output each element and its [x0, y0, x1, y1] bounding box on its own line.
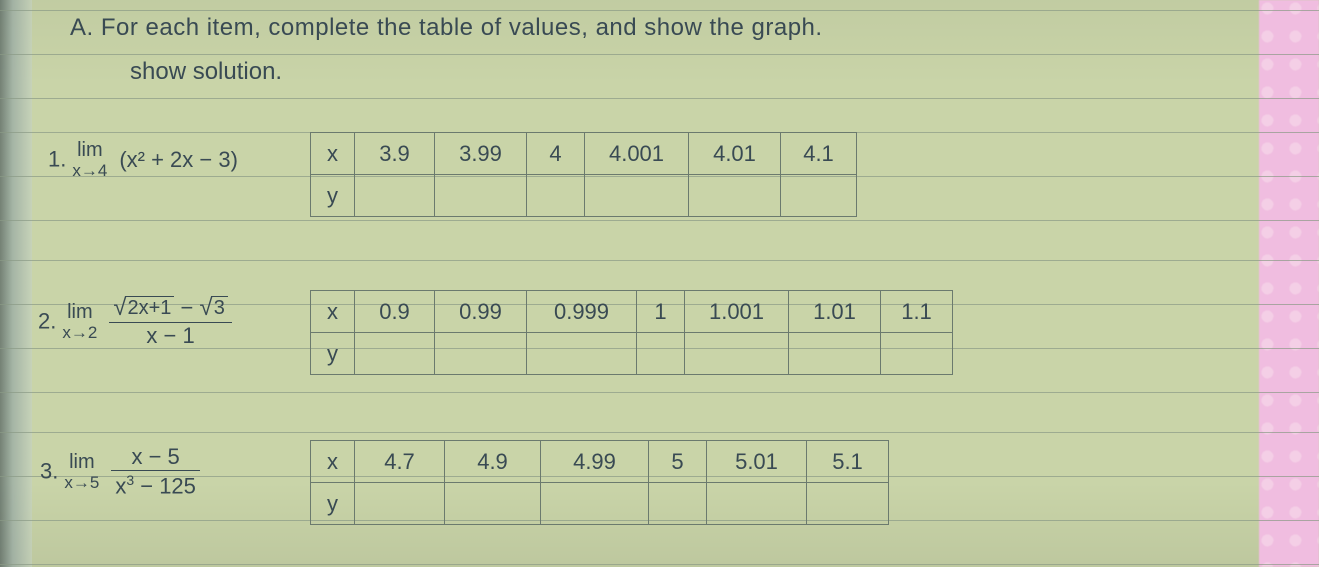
- table-cell: 4: [527, 133, 585, 175]
- table-cell: 0.99: [435, 291, 527, 333]
- table-row: y: [311, 175, 857, 217]
- table-cell: 5.1: [807, 441, 889, 483]
- limit-notation: limx→5: [64, 452, 99, 491]
- row-label-x: x: [311, 441, 355, 483]
- table-row: y: [311, 333, 953, 375]
- table-row: x4.74.94.9955.015.1: [311, 441, 889, 483]
- rule-line: [0, 10, 1319, 11]
- table-cell: [435, 333, 527, 375]
- table-cell: [355, 175, 435, 217]
- values-table: x0.90.990.99911.0011.011.1y: [310, 290, 953, 375]
- rule-line: [0, 392, 1319, 393]
- table-cell: 3.9: [355, 133, 435, 175]
- problem-index: 1.: [48, 147, 66, 172]
- table-cell: 1.1: [881, 291, 953, 333]
- table-cell: [807, 483, 889, 525]
- rule-line: [0, 432, 1319, 433]
- table-cell: [435, 175, 527, 217]
- limit-notation: limx→4: [72, 140, 107, 179]
- table-cell: 1.01: [789, 291, 881, 333]
- table-cell: 4.1: [781, 133, 857, 175]
- instruction-line-2: show solution.: [130, 58, 282, 86]
- table-row: x3.93.9944.0014.014.1: [311, 133, 857, 175]
- table-cell: 5: [649, 441, 707, 483]
- problem-label: 3.limx→5x − 5x3 − 125: [40, 446, 200, 497]
- problem-index: 2.: [38, 309, 56, 334]
- table-cell: 1: [637, 291, 685, 333]
- row-label-y: y: [311, 175, 355, 217]
- table-cell: [649, 483, 707, 525]
- table-cell: 3.99: [435, 133, 527, 175]
- table-cell: [689, 175, 781, 217]
- table-cell: [527, 333, 637, 375]
- row-label-y: y: [311, 333, 355, 375]
- problem-index: 3.: [40, 459, 58, 484]
- table-cell: 4.001: [585, 133, 689, 175]
- table-cell: 4.01: [689, 133, 781, 175]
- rule-line: [0, 564, 1319, 565]
- rule-line: [0, 54, 1319, 55]
- values-table: x4.74.94.9955.015.1y: [310, 440, 889, 525]
- rule-line: [0, 98, 1319, 99]
- table-cell: 1.001: [685, 291, 789, 333]
- table-cell: 0.9: [355, 291, 435, 333]
- table-cell: [789, 333, 881, 375]
- table-cell: [707, 483, 807, 525]
- table-cell: 5.01: [707, 441, 807, 483]
- problem-label: 1.limx→4(x² + 2x − 3): [48, 140, 238, 179]
- table-cell: [881, 333, 953, 375]
- values-table: x3.93.9944.0014.014.1y: [310, 132, 857, 217]
- table-cell: 0.999: [527, 291, 637, 333]
- rule-line: [0, 220, 1319, 221]
- paper-background: A. For each item, complete the table of …: [0, 0, 1319, 567]
- rule-line: [0, 260, 1319, 261]
- limit-notation: limx→2: [62, 302, 97, 341]
- table-cell: 4.99: [541, 441, 649, 483]
- problem-label: 2.limx→2√2x+1 − √3x − 1: [38, 296, 232, 347]
- table-cell: [527, 175, 585, 217]
- table-cell: [585, 175, 689, 217]
- row-label-x: x: [311, 291, 355, 333]
- table-row: y: [311, 483, 889, 525]
- table-cell: [355, 483, 445, 525]
- instruction-line-1: A. For each item, complete the table of …: [70, 14, 823, 42]
- table-row: x0.90.990.99911.0011.011.1: [311, 291, 953, 333]
- left-margin-shadow: [0, 0, 32, 567]
- table-cell: [445, 483, 541, 525]
- table-cell: 4.9: [445, 441, 541, 483]
- blanket-edge: [1259, 0, 1319, 567]
- table-cell: [541, 483, 649, 525]
- table-cell: [685, 333, 789, 375]
- row-label-y: y: [311, 483, 355, 525]
- row-label-x: x: [311, 133, 355, 175]
- table-cell: [781, 175, 857, 217]
- table-cell: [355, 333, 435, 375]
- table-cell: [637, 333, 685, 375]
- table-cell: 4.7: [355, 441, 445, 483]
